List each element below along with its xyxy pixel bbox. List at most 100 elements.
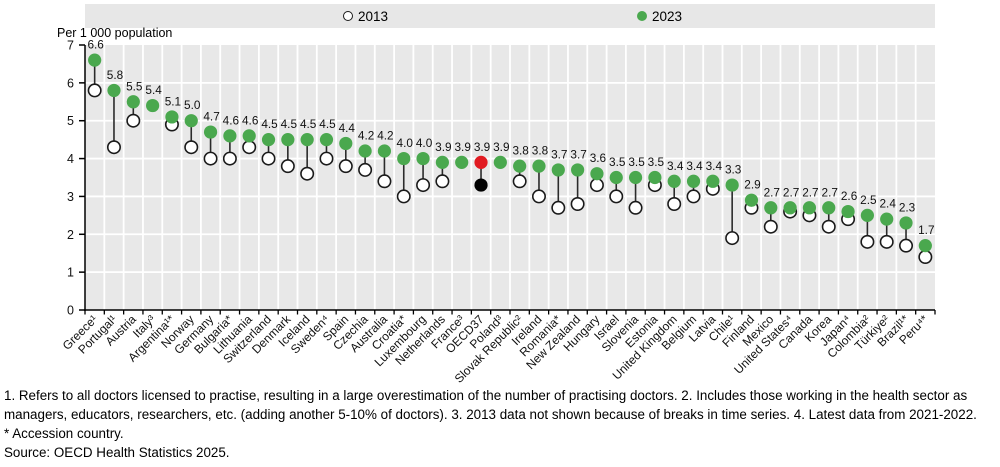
marker-2013-circle-luxembourg: [416, 178, 431, 193]
marker-2023-dot-czechia: [358, 144, 372, 158]
marker-2023-dot-poland: [493, 155, 507, 169]
value-label-bulgaria: 4.6: [223, 113, 240, 127]
value-label-greece: 6.6: [87, 38, 104, 52]
marker-2013-circle-slovak-republic: [512, 174, 527, 189]
value-label-slovenia: 3.5: [628, 155, 645, 169]
value-label-iceland: 4.5: [300, 117, 317, 131]
marker-2023-dot-united-states: [783, 201, 797, 215]
marker-2013-circle-colombia: [860, 234, 875, 249]
legend-label-2013: 2013: [358, 8, 389, 24]
y-axis-tick-label: 1: [67, 266, 74, 280]
green-dot-2023-icon: [637, 11, 647, 21]
marker-2013-circle-norway: [184, 140, 199, 155]
marker-2023-dot-switzerland: [261, 133, 276, 147]
marker-2023-dot-germany: [203, 125, 218, 139]
value-label-brazil: 2.3: [899, 200, 916, 214]
marker-2013-circle-iceland: [300, 166, 315, 181]
value-label-netherlands: 3.9: [435, 140, 451, 154]
marker-2013-circle-spain: [338, 159, 353, 174]
value-label-france: 3.9: [455, 140, 471, 154]
marker-2013-circle-switzerland: [261, 151, 276, 166]
y-axis-tick-label: 3: [67, 190, 74, 204]
marker-2023-dot-norway: [184, 114, 198, 128]
marker-2013-circle-austria: [126, 113, 141, 128]
marker-2013-circle-netherlands: [435, 174, 450, 189]
marker-2023-dot-finland: [744, 193, 759, 207]
value-label-finland: 2.9: [744, 178, 760, 192]
marker-2013-circle-united-kingdom: [667, 197, 682, 212]
marker-2023-dot-portugal: [107, 83, 121, 98]
footnote-source: Source: OECD Health Statistics 2025.: [4, 445, 230, 461]
value-label-portugal: 5.8: [107, 68, 124, 82]
value-label-czechia: 4.2: [358, 129, 374, 143]
marker-2023-dot-latvia: [706, 174, 720, 188]
marker-2013-circle-romania: [551, 200, 566, 215]
marker-2023-dot-japan: [841, 204, 855, 219]
marker-2013-circle-czechia: [358, 162, 373, 177]
marker-2023-dot-israel: [609, 170, 623, 185]
marker-2023-dot-romania: [551, 163, 565, 177]
marker-2023-dot-estonia: [648, 170, 662, 185]
value-label-austria: 5.5: [126, 79, 143, 93]
marker-2013-circle-new-zealand: [570, 197, 585, 212]
y-axis-tick-label: 6: [67, 76, 74, 90]
legend-item-2013: 2013: [343, 4, 388, 28]
marker-2023-dot-colombia: [860, 208, 874, 222]
marker-2023-dot-united-kingdom: [667, 174, 681, 188]
marker-2013-circle-israel: [609, 189, 624, 204]
value-label-peru: 1.7: [918, 223, 934, 237]
hollow-circle-2013-icon: [343, 11, 353, 21]
marker-2013-circle-portugal: [106, 140, 121, 155]
value-label-korea: 2.7: [822, 185, 838, 199]
marker-2013-circle-mexico: [763, 219, 778, 234]
marker-2023-dot-canada: [802, 201, 817, 215]
legend-item-2023: 2023: [637, 4, 682, 28]
marker-2013-circle-greece: [87, 83, 102, 98]
marker-2023-dot-oecd37: [474, 155, 488, 169]
marker-2013-circle-chile: [725, 231, 740, 246]
marker-2013-circle-bulgaria: [222, 151, 237, 166]
marker-2023-dot-netherlands: [435, 155, 449, 169]
value-label-romania: 3.7: [551, 147, 567, 161]
value-label-luxembourg: 4.0: [416, 136, 433, 150]
value-label-estonia: 3.5: [648, 155, 665, 169]
marker-2013-dot-oecd37: [474, 178, 488, 192]
chart-legend: 2013 2023: [85, 4, 935, 28]
marker-2023-dot-belgium: [686, 174, 701, 188]
value-label-croatia: 4.0: [397, 136, 414, 150]
marker-2023-dot-australia: [377, 144, 392, 158]
marker-2023-dot-hungary: [590, 167, 604, 181]
value-label-norway: 5.0: [184, 98, 201, 112]
value-label-latvia: 3.4: [706, 159, 723, 173]
y-axis-tick-label: 4: [67, 152, 74, 166]
marker-2013-circle-germany: [203, 151, 218, 166]
marker-2023-dot-luxembourg: [416, 151, 430, 166]
value-label-lithuania: 4.6: [242, 113, 259, 127]
value-label-united-states: 2.7: [783, 185, 799, 199]
marker-2023-dot-france: [455, 155, 469, 169]
value-label-australia: 4.2: [377, 129, 393, 143]
marker-2023-dot-mexico: [764, 201, 778, 215]
value-label-denmark: 4.5: [281, 117, 298, 131]
value-label-spain: 4.4: [339, 121, 356, 135]
marker-2023-dot-bulgaria: [223, 129, 237, 143]
y-axis-tick-label: 7: [67, 39, 74, 53]
marker-2013-circle-slovenia: [628, 200, 643, 215]
marker-2023-dot-brazil: [899, 216, 913, 230]
marker-2023-dot-greece: [88, 53, 102, 67]
value-label-oecd37: 3.9: [474, 140, 490, 154]
footnote-accession: * Accession country.: [4, 426, 124, 442]
marker-2023-dot-korea: [822, 201, 836, 215]
value-label-germany: 4.7: [203, 110, 219, 124]
marker-2013-circle-australia: [377, 174, 392, 189]
value-label-colombia: 2.5: [860, 193, 877, 207]
marker-2023-dot-chile: [725, 178, 739, 192]
value-label-hungary: 3.6: [590, 151, 607, 165]
value-label-italy: 5.4: [145, 83, 162, 97]
marker-2013-circle-peru: [918, 250, 933, 265]
value-label-japan: 2.6: [841, 189, 858, 203]
marker-2023-dot-t-rkiye: [880, 212, 894, 226]
marker-2023-dot-sweden: [319, 133, 334, 147]
value-label-ireland: 3.8: [532, 144, 549, 158]
